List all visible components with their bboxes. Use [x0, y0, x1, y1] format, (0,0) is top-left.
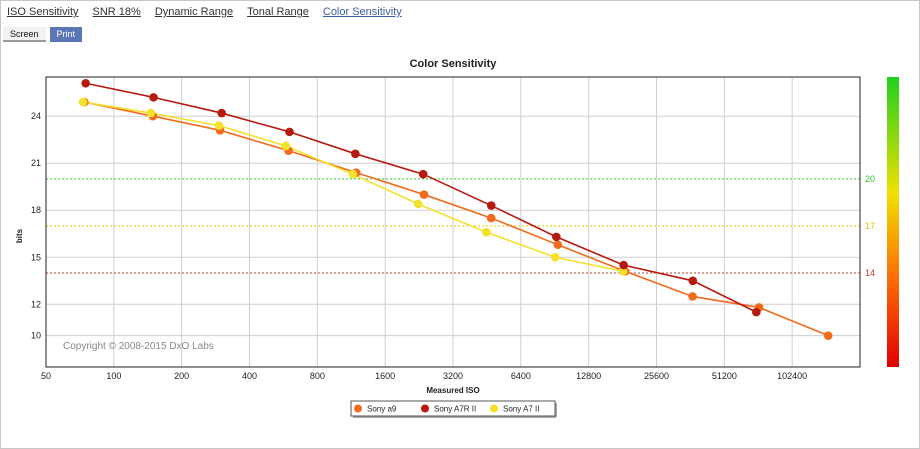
data-point[interactable] — [619, 260, 628, 270]
legend-marker — [354, 404, 362, 413]
data-point[interactable] — [486, 201, 496, 210]
data-point[interactable] — [149, 93, 158, 102]
y-axis-label: bits — [15, 228, 24, 243]
data-point[interactable] — [688, 276, 698, 286]
x-tick-label: 102400 — [777, 371, 807, 381]
data-point[interactable] — [618, 267, 628, 276]
tab-dynamic-range[interactable]: Dynamic Range — [154, 6, 234, 18]
chart-grid — [46, 77, 860, 367]
x-tick-label: 6400 — [511, 371, 531, 381]
x-tick-label: 25600 — [644, 371, 669, 381]
data-point[interactable] — [413, 199, 423, 209]
x-tick-label: 400 — [242, 371, 257, 381]
chart-title: Color Sensitivity — [410, 58, 498, 70]
x-tick-label: 1600 — [375, 371, 395, 381]
measurement-tabs: ISO Sensitivity SNR 18% Dynamic Range To… — [7, 6, 416, 22]
data-point[interactable] — [553, 240, 563, 250]
data-point[interactable] — [550, 252, 560, 262]
series-line — [85, 82, 757, 313]
data-point[interactable] — [351, 149, 360, 159]
x-tick-label: 12800 — [576, 371, 601, 381]
x-axis-ticks: 50 100 200 400 800 1600 3200 6400 12800 25600 5120… — [41, 371, 807, 381]
x-tick-label: 51200 — [712, 371, 737, 381]
screen-button[interactable]: Screen — [3, 27, 46, 42]
data-point[interactable] — [418, 169, 428, 179]
x-axis-label: Measured ISO — [426, 386, 479, 395]
series-line — [82, 101, 624, 273]
data-point[interactable] — [482, 227, 491, 237]
series-line — [84, 101, 829, 337]
x-tick-label: 50 — [41, 371, 51, 381]
reference-lines: 20 17 14 — [46, 174, 875, 278]
data-point[interactable] — [419, 190, 429, 199]
data-point[interactable] — [552, 232, 561, 242]
tab-iso-sensitivity[interactable]: ISO Sensitivity — [7, 6, 79, 18]
legend-marker — [490, 404, 498, 413]
x-tick-label: 800 — [310, 371, 325, 381]
data-point[interactable] — [823, 331, 833, 340]
y-tick-label: 10 — [31, 331, 41, 341]
legend-entry[interactable]: Sony A7R II — [434, 405, 476, 414]
x-tick-label: 100 — [106, 371, 121, 381]
data-point[interactable] — [78, 97, 88, 107]
data-point[interactable] — [81, 78, 90, 88]
plot-area-border — [45, 76, 861, 368]
data-point[interactable] — [214, 121, 224, 130]
data-point[interactable] — [688, 292, 697, 301]
legend-entry[interactable]: Sony A7 II — [503, 405, 539, 414]
chart-legend: Sony a9 Sony A7R II Sony A7 II — [350, 400, 557, 418]
data-point[interactable] — [285, 127, 294, 137]
reference-line-label: 14 — [865, 268, 875, 278]
data-point[interactable] — [217, 108, 226, 118]
display-mode-toggle: Screen Print — [3, 27, 83, 42]
reference-line-label: 20 — [865, 174, 875, 184]
data-point[interactable] — [348, 169, 358, 179]
y-tick-label: 21 — [31, 158, 41, 168]
y-tick-label: 12 — [31, 299, 41, 309]
legend-marker — [421, 404, 429, 413]
print-button[interactable]: Print — [49, 27, 83, 42]
tab-tonal-range[interactable]: Tonal Range — [247, 6, 309, 18]
tab-color-sensitivity[interactable]: Color Sensitivity — [322, 6, 402, 18]
copyright-notice: Copyright © 2008-2015 DxO Labs — [63, 341, 214, 352]
legend-box — [350, 400, 556, 417]
reference-line-label: 17 — [865, 221, 875, 231]
data-series — [78, 78, 833, 340]
x-tick-label: 3200 — [443, 371, 463, 381]
x-tick-label: 200 — [174, 371, 189, 381]
legend-entry[interactable]: Sony a9 — [367, 405, 397, 414]
y-tick-label: 18 — [31, 205, 41, 215]
y-tick-label: 24 — [31, 111, 41, 121]
data-point[interactable] — [752, 307, 761, 317]
data-point[interactable] — [146, 108, 156, 118]
y-axis-ticks: 10 12 15 18 21 24 — [31, 111, 41, 340]
color-scale-bar — [887, 77, 899, 367]
data-point[interactable] — [281, 141, 291, 151]
y-tick-label: 15 — [31, 252, 41, 262]
data-point[interactable] — [486, 213, 496, 223]
tab-snr-18[interactable]: SNR 18% — [92, 6, 141, 18]
